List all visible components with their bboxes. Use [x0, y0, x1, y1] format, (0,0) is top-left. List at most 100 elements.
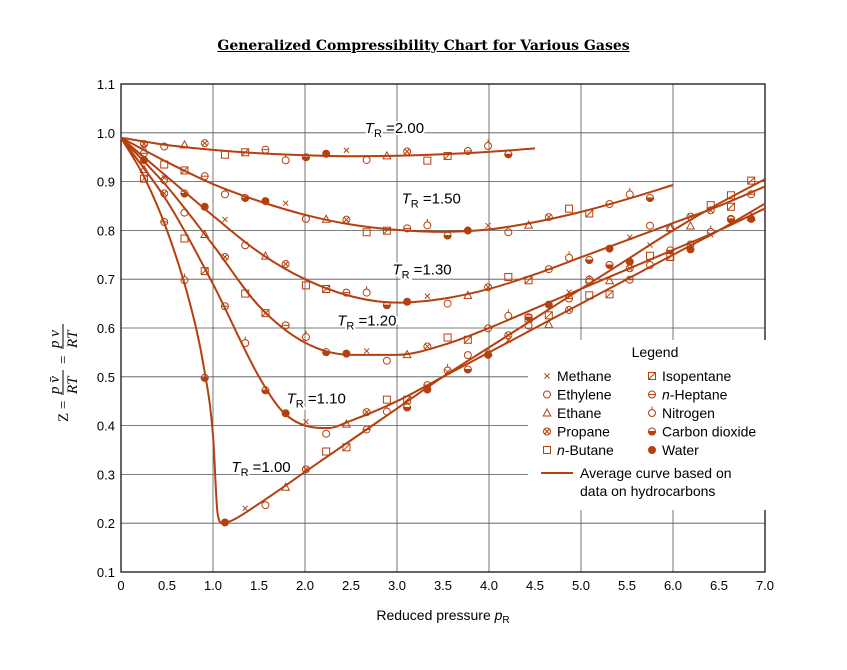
data-marker: [160, 189, 169, 198]
x-tick-label: 3.5: [434, 578, 452, 593]
legend-curve-label: Average curve based on: [580, 465, 732, 481]
y-tick-label: 0.1: [97, 565, 115, 580]
data-marker: [504, 150, 513, 159]
data-marker: [544, 213, 553, 222]
data-marker: [281, 260, 290, 269]
data-marker: [403, 147, 412, 156]
data-marker: [646, 221, 654, 230]
data-marker: [443, 231, 452, 240]
y-tick-label: 0.5: [97, 370, 115, 385]
data-marker: [362, 228, 371, 237]
legend-marker-square-slash: [648, 372, 656, 380]
data-marker: [301, 281, 310, 290]
data-marker: [241, 241, 250, 250]
data-marker: [220, 518, 229, 527]
legend-entry-label: Ethylene: [557, 387, 612, 403]
data-marker: [282, 200, 289, 207]
y-tick-label: 0.6: [97, 321, 115, 336]
legend-marker-triangle: [542, 407, 552, 417]
data-markers: [139, 139, 756, 527]
data-marker: [242, 505, 249, 512]
data-marker: [220, 150, 229, 159]
x-tick-label: 2.5: [342, 578, 360, 593]
data-marker: [322, 429, 331, 438]
data-marker: [362, 286, 371, 297]
data-marker: [160, 160, 169, 169]
data-marker: [281, 321, 290, 330]
data-marker: [645, 193, 655, 202]
data-marker: [160, 142, 169, 151]
data-marker: [686, 212, 695, 221]
x-tick-label: 7.0: [756, 578, 774, 593]
data-marker: [180, 208, 189, 217]
y-tick-label: 0.2: [97, 516, 115, 531]
legend-marker-square: [543, 446, 551, 454]
data-marker: [322, 348, 331, 357]
y-axis-label: Z = p v̄ RT = p v RT: [47, 324, 81, 422]
data-marker: [565, 204, 574, 213]
data-marker: [301, 214, 310, 223]
legend-entry-label: Methane: [557, 368, 612, 384]
data-marker: [362, 425, 371, 434]
y-tick-label: 0.3: [97, 467, 115, 482]
data-marker: [403, 297, 412, 306]
data-marker: [261, 501, 270, 510]
data-marker: [200, 202, 209, 211]
y-tick-label: 1.1: [97, 77, 115, 92]
data-marker: [220, 187, 229, 199]
data-marker: [524, 314, 533, 323]
data-marker: [646, 258, 654, 270]
data-marker: [544, 300, 553, 309]
data-marker: [443, 363, 452, 375]
legend: Legend Methane Ethylene Ethane Propane n-Buta…: [528, 340, 768, 510]
curve-1.50: [120, 136, 674, 233]
x-tick-label: 0.5: [158, 578, 176, 593]
data-marker: [585, 291, 594, 300]
data-marker: [342, 349, 351, 358]
data-marker: [180, 273, 189, 285]
y-tick-label: 0.7: [97, 272, 115, 287]
data-marker: [281, 153, 290, 165]
curve-1.00: [120, 137, 766, 525]
data-marker: [423, 385, 432, 394]
data-marker: [706, 206, 715, 215]
data-marker: [747, 190, 756, 199]
y-tick-label: 0.9: [97, 175, 115, 190]
data-marker: [281, 409, 290, 418]
data-marker: [604, 275, 615, 285]
data-marker: [362, 155, 371, 164]
data-marker: [281, 482, 291, 491]
curve-label-1.50: TR =1.50: [402, 191, 461, 211]
data-marker: [363, 348, 370, 354]
data-marker: [605, 244, 614, 253]
data-marker: [706, 201, 715, 210]
data-marker: [200, 172, 209, 181]
curve-label-1.10: TR =1.10: [287, 391, 346, 411]
legend-entry-label: Nitrogen: [662, 405, 715, 421]
legend-marker-circle-tick: [648, 406, 656, 417]
data-marker: [140, 174, 148, 183]
data-marker: [544, 265, 553, 274]
tick-labels: 0 0.5 1.0 1.5 2.0 2.5 3.0 3.5 4.0 4.5 5.0 5.5 6.0 6.5…: [97, 77, 774, 593]
data-marker: [707, 231, 714, 238]
data-marker: [261, 386, 270, 395]
data-marker: [241, 336, 250, 348]
data-marker: [303, 418, 309, 425]
data-marker: [322, 149, 331, 158]
data-marker: [585, 256, 594, 265]
data-marker: [403, 403, 412, 412]
data-marker: [241, 289, 250, 298]
data-marker: [625, 275, 634, 284]
x-axis-label: Reduced pressure pR: [376, 607, 509, 626]
legend-background: [528, 340, 768, 510]
data-marker: [726, 191, 735, 200]
legend-entry-label: Water: [662, 442, 699, 458]
data-marker: [382, 356, 391, 365]
x-tick-label: 1.5: [250, 578, 268, 593]
data-marker: [585, 275, 594, 286]
data-marker: [686, 245, 695, 254]
data-marker: [220, 302, 229, 311]
data-marker: [463, 351, 472, 360]
data-marker: [403, 395, 412, 404]
